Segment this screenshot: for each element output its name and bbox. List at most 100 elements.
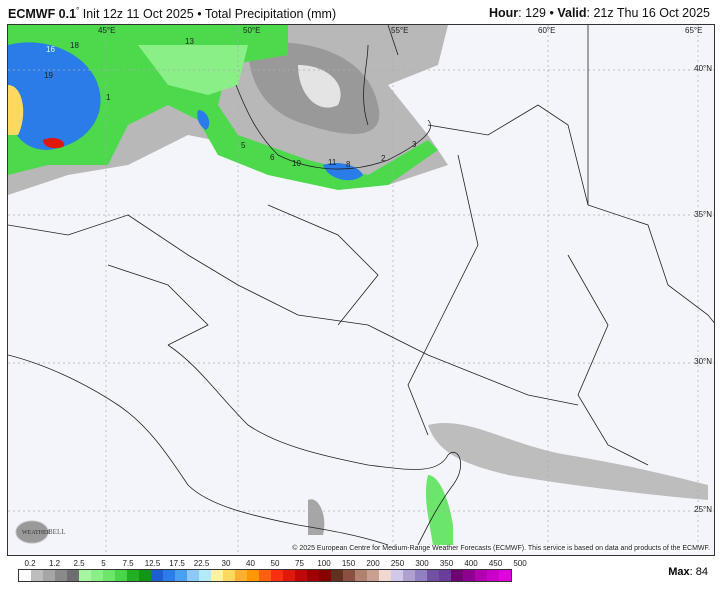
- max-number: : 84: [689, 566, 708, 578]
- colorbar-label: 7.5: [122, 559, 134, 568]
- lat-label: 25°N: [694, 505, 712, 514]
- colorbar-cell: [295, 570, 307, 581]
- colorbar-cell: [427, 570, 439, 581]
- colorbar-label: 500: [513, 559, 527, 568]
- colorbar-cell: [343, 570, 355, 581]
- value-label: 5: [241, 141, 246, 150]
- colorbar-label: 250: [390, 559, 405, 568]
- lon-label: 50°E: [243, 26, 261, 35]
- colorbar-cell: [451, 570, 463, 581]
- product-name: Total Precipitation (mm): [204, 7, 337, 22]
- colorbar-label: 75: [295, 559, 304, 568]
- colorbar-label: 50: [270, 559, 280, 568]
- precip-yellow-area: [8, 85, 24, 135]
- lat-label: 40°N: [694, 64, 712, 73]
- lon-label: 55°E: [391, 26, 409, 35]
- precip-dry-patch: [298, 65, 341, 108]
- precip-green-area: [8, 25, 438, 190]
- colorbar-cell: [223, 570, 235, 581]
- colorbar-cell: [415, 570, 427, 581]
- colorbar-cell: [247, 570, 259, 581]
- colorbar-cell: [271, 570, 283, 581]
- value-label: 8: [346, 160, 351, 169]
- colorbar: [18, 569, 512, 582]
- colorbar-cell: [67, 570, 79, 581]
- value-label: 18: [70, 41, 79, 50]
- colorbar-cell: [91, 570, 103, 581]
- valid-label: Valid: [557, 6, 587, 20]
- lat-label: 30°N: [694, 357, 712, 366]
- hour-value: : 129: [518, 6, 546, 20]
- colorbar-label: 22.5: [193, 559, 210, 568]
- precip-blue-caspian: [323, 163, 363, 181]
- colorbar-label: 400: [464, 559, 478, 568]
- colorbar-label: 200: [366, 559, 380, 568]
- graticule: [8, 25, 714, 555]
- hour-label: Hour: [489, 6, 519, 20]
- valid-info: Hour: 129 • Valid: 21z Thu 16 Oct 2025: [489, 6, 710, 20]
- colorbar-cell: [103, 570, 115, 581]
- map-graphic: [8, 25, 714, 555]
- colorbar-cell: [331, 570, 343, 581]
- colorbar-label: 2.5: [73, 559, 85, 568]
- precip-gray-south: [308, 499, 325, 535]
- precip-southeast: [428, 422, 708, 500]
- lon-label: 45°E: [98, 26, 116, 35]
- map-title: ECMWF 0.1° Init 12z 11 Oct 2025 • Total …: [8, 6, 336, 21]
- colorbar-cell: [391, 570, 403, 581]
- degree-sign: °: [76, 6, 80, 15]
- colorbar-label: 350: [439, 559, 454, 568]
- colorbar-cell: [235, 570, 247, 581]
- colorbar-cell: [463, 570, 475, 581]
- colorbar-cell: [211, 570, 223, 581]
- colorbar-cell: [259, 570, 271, 581]
- colorbar-label: 17.5: [169, 559, 185, 568]
- colorbar-label: 300: [415, 559, 429, 568]
- max-value: Max: 84: [668, 566, 708, 578]
- colorbar-label: 150: [341, 559, 356, 568]
- value-label: 3: [412, 140, 417, 149]
- value-label: 6: [270, 153, 275, 162]
- colorbar-label: 100: [317, 559, 331, 568]
- colorbar-label: 0.2: [24, 559, 36, 568]
- value-label: 2: [381, 154, 386, 163]
- separator: •: [549, 6, 554, 20]
- colorbar-cell: [379, 570, 391, 581]
- precip-blue-area: [8, 42, 101, 150]
- precip-red-spot: [43, 137, 64, 149]
- colorbar-label: 40: [246, 559, 255, 568]
- colorbar-cell: [127, 570, 139, 581]
- colorbar-label: 450: [488, 559, 503, 568]
- borders: [8, 25, 714, 546]
- value-label: 13: [185, 37, 194, 46]
- value-label: 10: [292, 159, 301, 168]
- colorbar-cell: [187, 570, 199, 581]
- colorbar-label: 30: [221, 559, 231, 568]
- colorbar-label: 1.2: [48, 559, 61, 568]
- colorbar-cell: [19, 570, 31, 581]
- svg-text:BELL: BELL: [48, 528, 66, 536]
- colorbar-cell: [499, 570, 511, 581]
- colorbar-cell: [439, 570, 451, 581]
- lon-label: 65°E: [685, 26, 703, 35]
- init-time: Init 12z 11 Oct 2025: [82, 7, 194, 22]
- value-label: 19: [44, 71, 53, 80]
- colorbar-cell: [55, 570, 67, 581]
- copyright-notice: © 2025 European Centre for Medium-Range …: [292, 545, 710, 552]
- colorbar-cell: [355, 570, 367, 581]
- valid-value: : 21z Thu 16 Oct 2025: [586, 6, 710, 20]
- separator: •: [197, 7, 202, 22]
- max-label: Max: [668, 566, 690, 578]
- model-name: ECMWF 0.1: [8, 7, 77, 22]
- lat-label: 35°N: [694, 210, 712, 219]
- colorbar-cell: [31, 570, 43, 581]
- precip-oman: [425, 475, 453, 545]
- svg-text:WEATHER: WEATHER: [22, 530, 51, 536]
- precipitation-map[interactable]: 45°E 50°E 55°E 60°E 65°E 40°N 35°N 30°N …: [7, 24, 715, 556]
- colorbar-cell: [475, 570, 487, 581]
- colorbar-label: 5: [101, 559, 106, 568]
- colorbar-cell: [403, 570, 415, 581]
- colorbar-cell: [163, 570, 175, 581]
- precip-blue-spot: [197, 110, 210, 130]
- weatherbell-logo: WEATHER BELL: [14, 519, 74, 545]
